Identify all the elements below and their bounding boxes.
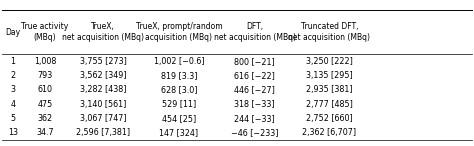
Text: DFT,
net acquisition (MBq): DFT, net acquisition (MBq) bbox=[214, 22, 296, 42]
Text: 793: 793 bbox=[37, 71, 53, 80]
Text: TrueX,
net acquisition (MBq): TrueX, net acquisition (MBq) bbox=[62, 22, 144, 42]
Text: 3,067 [747]: 3,067 [747] bbox=[80, 114, 127, 123]
Text: 475: 475 bbox=[37, 100, 53, 109]
Text: 2,935 [381]: 2,935 [381] bbox=[306, 85, 353, 94]
Text: 2,362 [6,707]: 2,362 [6,707] bbox=[302, 128, 356, 137]
Text: True activity
(MBq): True activity (MBq) bbox=[21, 22, 69, 42]
Text: 446 [−27]: 446 [−27] bbox=[234, 85, 275, 94]
Text: 3,282 [438]: 3,282 [438] bbox=[80, 85, 127, 94]
Text: 3,135 [295]: 3,135 [295] bbox=[306, 71, 353, 80]
Text: 529 [11]: 529 [11] bbox=[162, 100, 196, 109]
Text: TrueX, prompt/random
acquisition (MBq): TrueX, prompt/random acquisition (MBq) bbox=[136, 22, 222, 42]
Text: Day: Day bbox=[6, 28, 20, 37]
Text: 2,596 [7,381]: 2,596 [7,381] bbox=[76, 128, 130, 137]
Text: 3,140 [561]: 3,140 [561] bbox=[80, 100, 126, 109]
Text: 454 [25]: 454 [25] bbox=[162, 114, 196, 123]
Text: 3,562 [349]: 3,562 [349] bbox=[80, 71, 127, 80]
Text: 5: 5 bbox=[10, 114, 16, 123]
Text: −46 [−233]: −46 [−233] bbox=[231, 128, 279, 137]
Text: 318 [−33]: 318 [−33] bbox=[235, 100, 275, 109]
Text: 610: 610 bbox=[37, 85, 53, 94]
Text: 4: 4 bbox=[10, 100, 16, 109]
Text: 2,777 [485]: 2,777 [485] bbox=[306, 100, 353, 109]
Text: 244 [−33]: 244 [−33] bbox=[235, 114, 275, 123]
Text: 3,250 [222]: 3,250 [222] bbox=[306, 57, 353, 66]
Text: 147 [324]: 147 [324] bbox=[159, 128, 199, 137]
Text: 34.7: 34.7 bbox=[36, 128, 54, 137]
Text: 13: 13 bbox=[8, 128, 18, 137]
Text: 1,008: 1,008 bbox=[34, 57, 56, 66]
Text: 819 [3.3]: 819 [3.3] bbox=[161, 71, 197, 80]
Text: 362: 362 bbox=[37, 114, 53, 123]
Text: 1,002 [−0.6]: 1,002 [−0.6] bbox=[154, 57, 204, 66]
Text: 616 [−22]: 616 [−22] bbox=[234, 71, 275, 80]
Text: 3,755 [273]: 3,755 [273] bbox=[80, 57, 127, 66]
Text: 800 [−21]: 800 [−21] bbox=[235, 57, 275, 66]
Text: 628 [3.0]: 628 [3.0] bbox=[161, 85, 197, 94]
Text: 2,752 [660]: 2,752 [660] bbox=[306, 114, 353, 123]
Text: 1: 1 bbox=[10, 57, 16, 66]
Text: 2: 2 bbox=[10, 71, 16, 80]
Text: Truncated DFT,
net acquisition (MBq): Truncated DFT, net acquisition (MBq) bbox=[289, 22, 370, 42]
Text: 3: 3 bbox=[10, 85, 16, 94]
